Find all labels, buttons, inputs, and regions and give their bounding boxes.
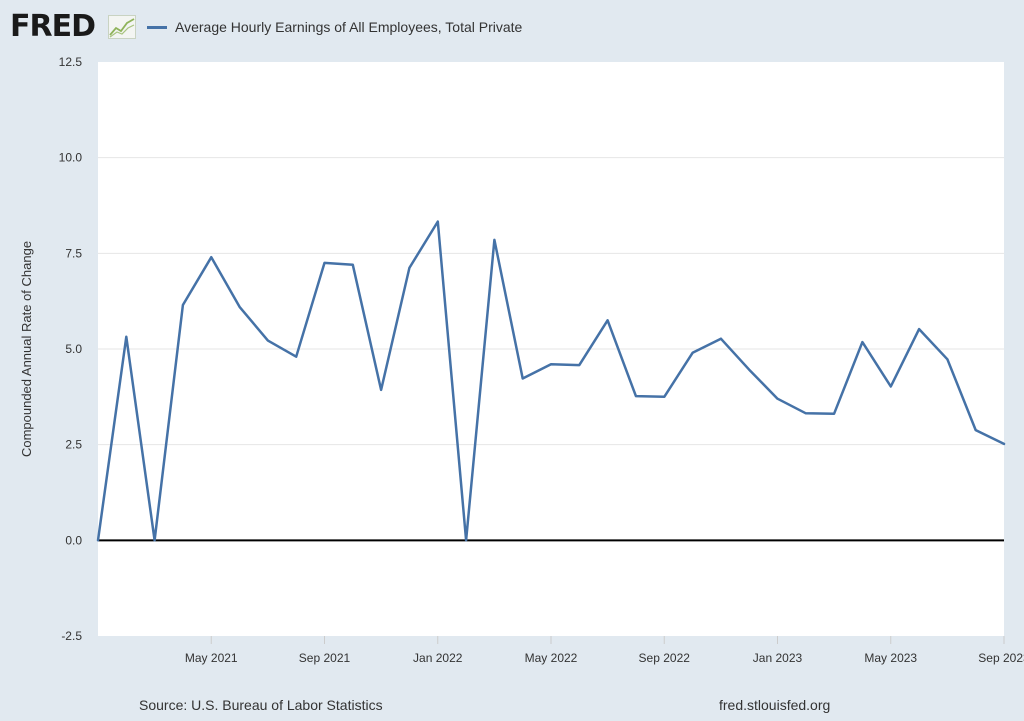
data-point[interactable] [238,305,242,309]
data-point[interactable] [153,538,157,542]
data-point[interactable] [181,303,185,307]
data-point[interactable] [96,538,100,542]
data-point[interactable] [407,266,411,270]
data-point[interactable] [266,339,270,343]
x-tick-label: Jan 2022 [413,651,463,665]
chart-header: FRED Average Hourly Earnings of All Empl… [10,8,710,48]
data-point[interactable] [379,388,383,392]
data-point[interactable] [464,538,468,542]
data-point[interactable] [634,394,638,398]
data-point[interactable] [209,255,213,259]
y-tick-label: 10.0 [59,151,83,165]
line-chart-icon [108,15,136,39]
legend-swatch [147,25,167,29]
data-point[interactable] [662,395,666,399]
legend-label: Average Hourly Earnings of All Employees… [175,19,523,35]
series-line[interactable] [96,220,1006,542]
data-point[interactable] [1002,442,1006,446]
data-point[interactable] [860,340,864,344]
y-tick-label: 5.0 [65,342,82,356]
y-axis: -2.5 0.0 2.5 5.0 7.5 10.0 12.5 [59,55,83,643]
y-tick-label: 7.5 [65,246,82,260]
data-point[interactable] [917,327,921,331]
data-point[interactable] [124,335,128,339]
x-tick-label: May 2023 [864,651,917,665]
y-axis-title: Compounded Annual Rate of Change [19,241,34,457]
legend[interactable]: Average Hourly Earnings of All Employees… [147,17,522,37]
data-point[interactable] [492,238,496,242]
data-point[interactable] [776,397,780,401]
data-point[interactable] [606,318,610,322]
site-link[interactable]: fred.stlouisfed.org [719,697,831,713]
data-point[interactable] [294,355,298,359]
x-axis: May 2021 Sep 2021 Jan 2022 May 2022 Sep 2022… [185,636,1024,665]
y-tick-label: 12.5 [59,55,83,69]
data-point[interactable] [521,376,525,380]
x-tick-label: May 2021 [185,651,238,665]
x-tick-label: Sep 2023 [978,651,1024,665]
data-point[interactable] [747,368,751,372]
y-tick-label: -2.5 [61,629,82,643]
y-tick-label: 2.5 [65,438,82,452]
x-tick-label: Sep 2022 [639,651,691,665]
y-tick-label: 0.0 [65,533,82,547]
data-point[interactable] [804,411,808,415]
data-point[interactable] [436,220,440,224]
series-layer [96,220,1006,542]
data-point[interactable] [577,363,581,367]
source-note: Source: U.S. Bureau of Labor Statistics [139,697,383,713]
data-point[interactable] [549,362,553,366]
data-point[interactable] [889,385,893,389]
data-point[interactable] [974,428,978,432]
data-point[interactable] [323,261,327,265]
data-point[interactable] [945,357,949,361]
data-point[interactable] [351,263,355,267]
x-tick-label: Sep 2021 [299,651,351,665]
data-point[interactable] [719,337,723,341]
data-point[interactable] [832,412,836,416]
x-tick-label: May 2022 [525,651,578,665]
gridlines [98,157,1004,446]
fred-logo[interactable]: FRED [10,9,96,44]
x-tick-label: Jan 2023 [753,651,803,665]
data-point[interactable] [691,351,695,355]
